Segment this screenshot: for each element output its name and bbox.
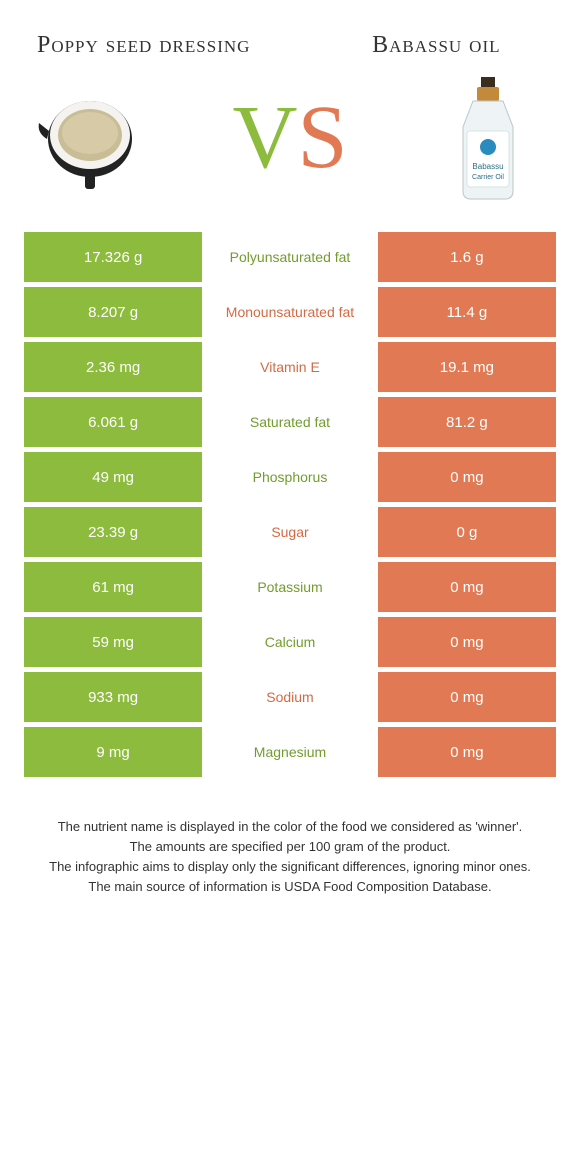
left-value-cell: 2.36 mg [24, 342, 202, 392]
right-value-cell: 11.4 g [378, 287, 556, 337]
left-value-cell: 933 mg [24, 672, 202, 722]
left-value-cell: 59 mg [24, 617, 202, 667]
footnote-line: The nutrient name is displayed in the co… [42, 817, 538, 837]
table-row: 61 mgPotassium0 mg [24, 562, 556, 612]
table-row: 17.326 gPolyunsaturated fat1.6 g [24, 232, 556, 282]
table-row: 49 mgPhosphorus0 mg [24, 452, 556, 502]
nutrient-label-cell: Phosphorus [202, 452, 378, 502]
left-food-image [32, 78, 152, 198]
left-value-cell: 23.39 g [24, 507, 202, 557]
left-value-cell: 8.207 g [24, 287, 202, 337]
right-value-cell: 0 g [378, 507, 556, 557]
nutrient-label-cell: Sugar [202, 507, 378, 557]
right-value-cell: 19.1 mg [378, 342, 556, 392]
right-value-cell: 0 mg [378, 562, 556, 612]
nutrient-label-cell: Calcium [202, 617, 378, 667]
footnote-line: The infographic aims to display only the… [42, 857, 538, 877]
left-food-title: Poppy seed dressing [24, 30, 263, 60]
nutrient-label-cell: Monounsaturated fat [202, 287, 378, 337]
right-value-cell: 0 mg [378, 617, 556, 667]
left-value-cell: 6.061 g [24, 397, 202, 447]
vs-label: VS [232, 93, 347, 183]
right-value-cell: 0 mg [378, 452, 556, 502]
footnotes: The nutrient name is displayed in the co… [24, 817, 556, 898]
poppy-seed-dressing-icon [37, 83, 147, 193]
left-value-cell: 61 mg [24, 562, 202, 612]
hero-row: VS Babassu Carrier Oil [24, 78, 556, 198]
table-row: 23.39 gSugar0 g [24, 507, 556, 557]
footnote-line: The main source of information is USDA F… [42, 877, 538, 897]
footnote-line: The amounts are specified per 100 gram o… [42, 837, 538, 857]
svg-text:Carrier Oil: Carrier Oil [472, 174, 504, 181]
table-row: 6.061 gSaturated fat81.2 g [24, 397, 556, 447]
table-row: 2.36 mgVitamin E19.1 mg [24, 342, 556, 392]
table-row: 59 mgCalcium0 mg [24, 617, 556, 667]
infographic-page: Poppy seed dressing Babassu oil VS [0, 0, 580, 1174]
right-value-cell: 1.6 g [378, 232, 556, 282]
table-row: 933 mgSodium0 mg [24, 672, 556, 722]
right-food-image: Babassu Carrier Oil [428, 78, 548, 198]
right-food-title: Babassu oil [317, 30, 556, 60]
right-value-cell: 0 mg [378, 727, 556, 777]
table-row: 8.207 gMonounsaturated fat11.4 g [24, 287, 556, 337]
vs-v: V [232, 88, 297, 187]
nutrient-label-cell: Sodium [202, 672, 378, 722]
left-value-cell: 17.326 g [24, 232, 202, 282]
nutrient-label-cell: Polyunsaturated fat [202, 232, 378, 282]
left-value-cell: 49 mg [24, 452, 202, 502]
left-value-cell: 9 mg [24, 727, 202, 777]
nutrient-label-cell: Magnesium [202, 727, 378, 777]
svg-text:Babassu: Babassu [472, 162, 503, 171]
table-row: 9 mgMagnesium0 mg [24, 727, 556, 777]
comparison-table: 17.326 gPolyunsaturated fat1.6 g8.207 gM… [24, 232, 556, 777]
nutrient-label-cell: Saturated fat [202, 397, 378, 447]
right-value-cell: 0 mg [378, 672, 556, 722]
header: Poppy seed dressing Babassu oil [24, 30, 556, 60]
vs-s: S [297, 88, 347, 187]
nutrient-label-cell: Potassium [202, 562, 378, 612]
babassu-oil-bottle-icon: Babassu Carrier Oil [443, 73, 533, 203]
right-value-cell: 81.2 g [378, 397, 556, 447]
nutrient-label-cell: Vitamin E [202, 342, 378, 392]
